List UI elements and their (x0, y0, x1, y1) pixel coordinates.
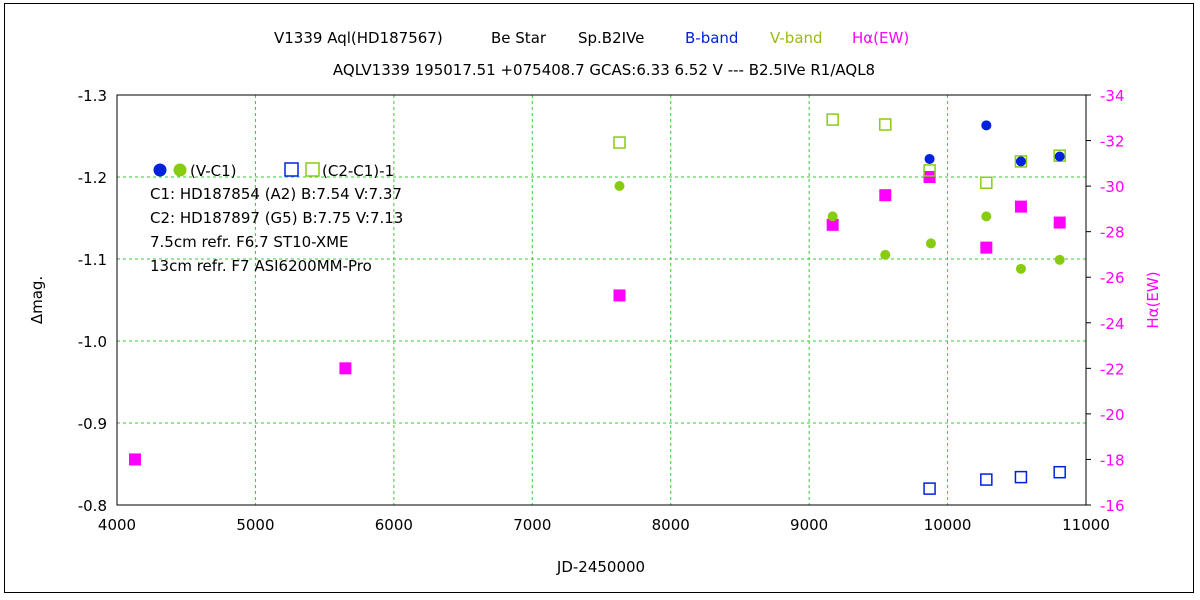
point-v_c2c1 (980, 176, 993, 189)
point-v_vc1 (1015, 263, 1026, 274)
point-v_vc1 (880, 249, 891, 260)
data-marks (128, 113, 1066, 495)
title-sptype: Sp.B2IVe (578, 29, 644, 47)
y-tick-label: -1.0 (78, 333, 107, 351)
point-v_vc1 (1054, 254, 1065, 265)
title-ha: Hα(EW) (852, 29, 909, 47)
x-tick-label: 11000 (1062, 516, 1110, 534)
legend-line-scope2: 13cm refr. F7 ASI6200MM-Pro (150, 257, 372, 275)
point-v_vc1 (827, 211, 838, 222)
y-tick-label: -1.2 (78, 169, 107, 187)
chart-title: V1339 Aql(HD187567) Be Star Sp.B2IVe B-b… (274, 29, 909, 47)
y2-tick-label: -22 (1100, 360, 1125, 378)
x-tick-label: 5000 (236, 516, 274, 534)
point-ha (879, 189, 892, 202)
point-b_vc1 (1015, 156, 1026, 167)
point-v_vc1 (925, 238, 936, 249)
x-tick-label: 9000 (790, 516, 828, 534)
y-tick-label: -1.3 (78, 87, 107, 105)
y-tick-label: -1.1 (78, 251, 107, 269)
chart-frame (4, 3, 1194, 593)
x-tick-label: 4000 (98, 516, 136, 534)
point-b_c2c1 (980, 473, 993, 486)
point-ha (826, 218, 839, 231)
point-b_c2c1 (1053, 465, 1066, 479)
y-tick-label: -0.9 (78, 415, 107, 433)
point-ha (1014, 200, 1027, 213)
point-ha (923, 171, 936, 183)
point-v_c2c1 (613, 136, 626, 149)
point-ha (613, 289, 626, 302)
y2-tick-label: -32 (1100, 133, 1125, 151)
y2-tick-label: -28 (1100, 224, 1125, 242)
y2-tick-label: -26 (1100, 269, 1125, 287)
x-tick-label: 8000 (652, 516, 690, 534)
legend-line-c2: C2: HD187897 (G5) B:7.75 V:7.13 (150, 209, 403, 227)
y2-tick-label: -16 (1100, 497, 1125, 515)
chart-subtitle: AQLV1339 195017.51 +075408.7 GCAS:6.33 6… (333, 61, 875, 79)
legend-v-circle (173, 163, 187, 177)
title-v-band: V-band (770, 29, 823, 47)
legend-b-circle (153, 163, 167, 177)
legend-b-square (284, 162, 299, 177)
legend: (V-C1) (C2-C1)-1 C1: HD187854 (A2) B:7.5… (150, 162, 403, 275)
y2-tick-label: -18 (1100, 451, 1125, 469)
point-b_vc1 (1054, 151, 1065, 162)
point-v_c2c1 (879, 118, 892, 131)
x-tick-label: 7000 (513, 516, 551, 534)
point-v_c2c1 (923, 164, 936, 177)
point-b_vc1 (981, 120, 992, 131)
y-axis-label: Δmag. (28, 276, 46, 324)
grid (117, 95, 1086, 505)
legend-vc1-label: (V-C1) (190, 162, 237, 180)
title-class: Be Star (491, 29, 547, 47)
point-ha (980, 241, 993, 254)
y2-tick-label: -30 (1100, 178, 1125, 196)
point-v_c2c1 (1014, 155, 1028, 168)
y2-tick-label: -24 (1100, 315, 1125, 333)
legend-line-c1: C1: HD187854 (A2) B:7.54 V:7.37 (150, 185, 402, 203)
point-v_vc1 (981, 211, 992, 222)
y2-tick-label: -20 (1100, 406, 1125, 424)
legend-v-square (305, 162, 320, 177)
legend-c2c1-label: (C2-C1)-1 (322, 162, 394, 180)
point-v_c2c1 (826, 113, 839, 126)
x-axis-label: JD-2450000 (556, 558, 645, 576)
plot-area (116, 94, 1087, 506)
title-star: V1339 Aql(HD187567) (274, 29, 443, 47)
legend-line-scope1: 7.5cm refr. F6.7 ST10-XME (150, 233, 349, 251)
y2-axis-label: Hα(EW) (1144, 271, 1162, 328)
point-ha (128, 453, 141, 466)
point-v_vc1 (614, 181, 625, 192)
x-tick-label: 10000 (924, 516, 972, 534)
y-tick-label: -0.8 (78, 497, 107, 515)
point-b_vc1 (924, 153, 935, 164)
y2-tick-label: -34 (1100, 87, 1125, 105)
point-b_c2c1 (1014, 470, 1028, 484)
point-ha (339, 362, 352, 375)
point-ha (1053, 216, 1066, 229)
title-b-band: B-band (685, 29, 738, 47)
x-tick-label: 6000 (375, 516, 413, 534)
point-b_c2c1 (923, 482, 936, 495)
ticks: 4000 5000 6000 7000 8000 9000 10000 11000 -1.3 -1… (78, 87, 1125, 534)
